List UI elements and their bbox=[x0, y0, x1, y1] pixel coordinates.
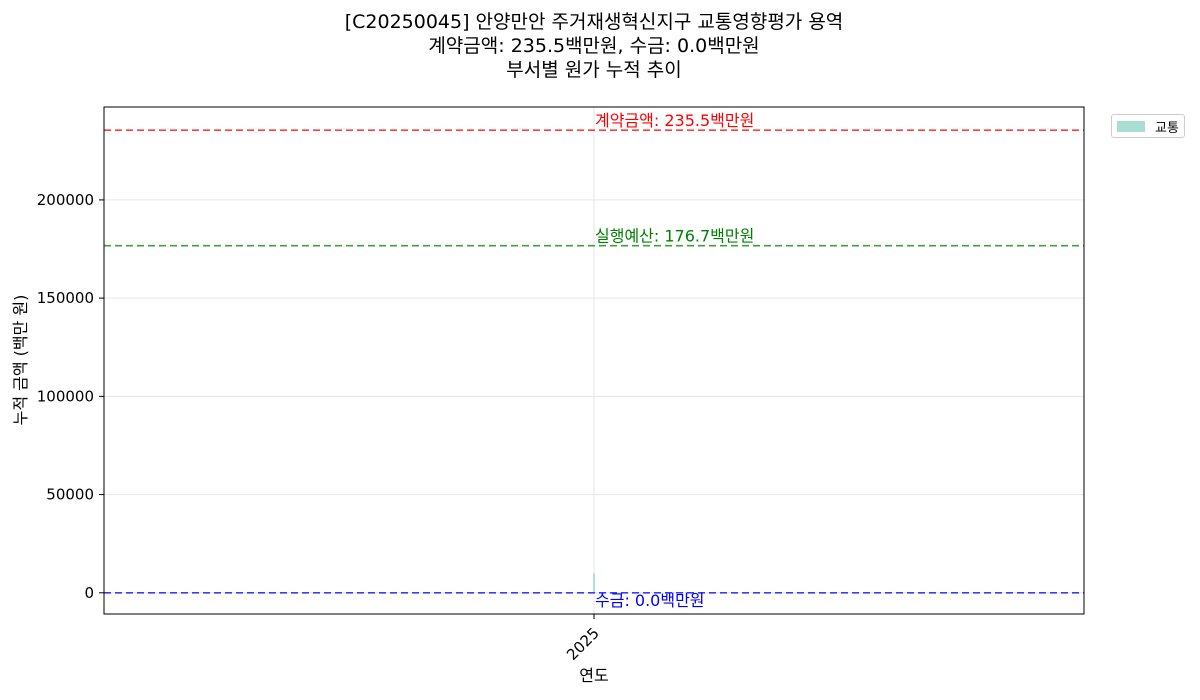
x-tick-label-0: 2025 bbox=[563, 624, 603, 664]
x-axis-label: 연도 bbox=[579, 666, 608, 685]
y-axis-ticks: 0 50000 100000 150000 200000 bbox=[37, 191, 104, 602]
y-tick-label-4: 200000 bbox=[37, 191, 94, 209]
chart-title-line-2: 계약금액: 235.5백만원, 수금: 0.0백만원 bbox=[428, 35, 760, 57]
y-tick-label-1: 50000 bbox=[46, 486, 94, 504]
reference-label-0: 계약금액: 235.5백만원 bbox=[595, 111, 754, 130]
chart-title-line-3: 부서별 원가 누적 추이 bbox=[506, 59, 682, 81]
y-tick-label-0: 0 bbox=[84, 584, 94, 602]
legend-swatch-traffic bbox=[1117, 120, 1145, 132]
y-axis-label: 누적 금액 (백만 원) bbox=[11, 295, 30, 426]
legend: 교통 bbox=[1111, 114, 1185, 138]
x-axis-ticks: 2025 bbox=[563, 614, 603, 664]
reference-label-2: 수금: 0.0백만원 bbox=[595, 591, 705, 610]
grid-layer bbox=[104, 107, 1084, 614]
legend-label-traffic: 교통 bbox=[1155, 120, 1179, 136]
chart-title: [C20250045] 안양만안 주거재생혁신지구 교통영향평가 용역 계약금액… bbox=[0, 10, 1188, 82]
y-tick-label-2: 100000 bbox=[37, 387, 94, 405]
reference-label-1: 실행예산: 176.7백만원 bbox=[595, 227, 754, 246]
y-tick-label-3: 150000 bbox=[37, 289, 94, 307]
chart-title-line-1: [C20250045] 안양만안 주거재생혁신지구 교통영향평가 용역 bbox=[344, 11, 844, 33]
